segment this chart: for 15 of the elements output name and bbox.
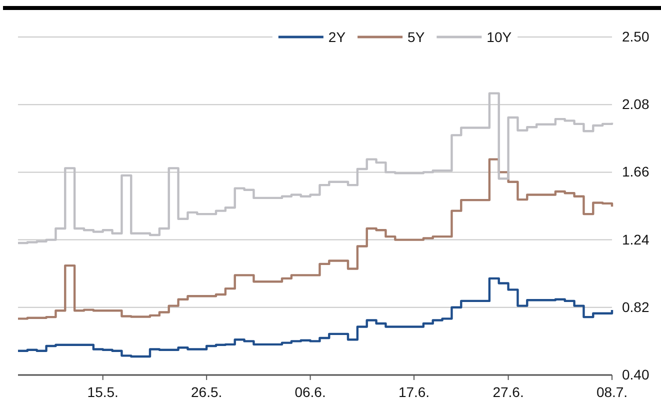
x-tick-label: 08.7. [596, 384, 628, 400]
x-tick-label: 06.6. [294, 384, 326, 400]
x-tick-label: 15.5. [87, 384, 118, 400]
x-tick-label: 17.6. [398, 384, 430, 400]
legend-label: 2Y [328, 29, 346, 45]
legend-label: 10Y [486, 29, 512, 45]
y-tick-label: 1.66 [622, 164, 650, 180]
y-tick-label: 2.08 [622, 96, 650, 112]
y-tick-label: 1.24 [622, 231, 650, 248]
y-tick-label: 0.40 [622, 366, 650, 382]
legend-label: 5Y [408, 29, 426, 45]
x-tick-label: 27.6. [492, 384, 524, 400]
x-tick-label: 26.5. [191, 384, 222, 400]
y-tick-label: 0.82 [622, 298, 650, 315]
y-tick-label: 2.50 [622, 28, 650, 44]
